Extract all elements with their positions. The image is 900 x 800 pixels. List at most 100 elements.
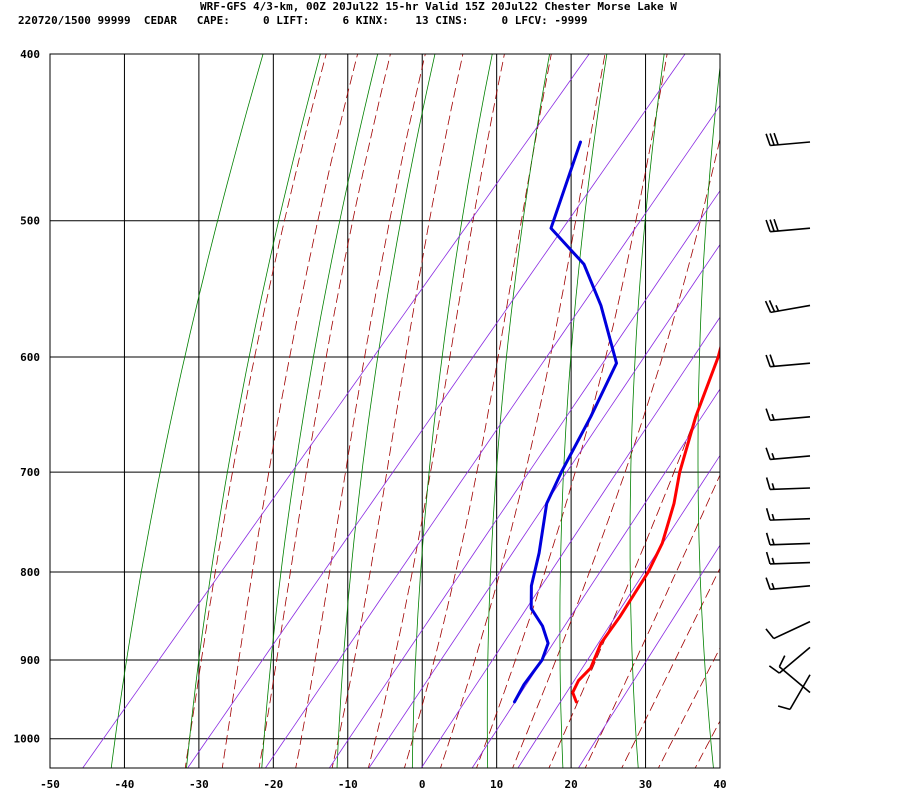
wind-barb-feather: [778, 655, 786, 668]
wind-barb-feather: [777, 705, 791, 711]
wind-barbs: [764, 132, 811, 711]
dry-adiabat-line: [336, 54, 436, 768]
x-tick-label: 10: [490, 778, 503, 791]
mixing-ratio-line: [368, 243, 720, 768]
wind-barb-feather: [765, 551, 771, 565]
mixing-ratio-line: [187, 54, 686, 768]
moist-adiabat-line: [331, 54, 464, 768]
wind-barb: [777, 674, 811, 711]
wind-barb-feather: [765, 133, 771, 146]
wind-barb-staff: [769, 561, 811, 565]
wind-barb: [765, 354, 811, 368]
dry-adiabats: [110, 35, 900, 782]
wind-barb: [768, 646, 811, 674]
y-tick-label: 600: [20, 351, 40, 364]
moist-adiabat-line: [184, 54, 327, 768]
wind-barb-staff: [769, 517, 811, 521]
isotherm-isobar-grid: [50, 54, 720, 768]
wind-barb-feather: [764, 300, 772, 313]
mixing-ratio-line: [517, 454, 720, 768]
wind-barb-feather: [768, 300, 776, 313]
sounding-profiles: [513, 140, 720, 704]
temperature-profile: [571, 344, 720, 704]
dry-adiabat-line: [889, 35, 900, 782]
dry-adiabat-line: [559, 54, 608, 768]
dry-adiabat-line: [629, 54, 665, 768]
wind-barb: [765, 447, 811, 461]
moist-adiabat-line: [440, 54, 606, 768]
moist-adiabat-line: [584, 473, 720, 768]
x-tick-label: 0: [419, 778, 426, 791]
moist-adiabat-line: [723, 25, 900, 785]
wind-barb-staff: [770, 141, 811, 147]
x-tick-label: -10: [338, 778, 358, 791]
y-tick-label: 900: [20, 654, 40, 667]
sounding-indices: 220720/1500 99999 CEDAR CAPE: 0 LIFT: 6 …: [18, 14, 588, 27]
mixing-ratio-line: [471, 388, 720, 768]
wind-barb-staff: [770, 455, 811, 461]
wind-barb-staff: [773, 620, 811, 640]
y-tick-label: 400: [20, 48, 40, 61]
moist-adiabat-line: [221, 54, 359, 768]
wind-barb: [765, 551, 811, 565]
dry-adiabat-line: [764, 35, 791, 782]
moist-adiabat-line: [657, 647, 720, 768]
moist-adiabat-line: [403, 54, 552, 768]
wind-barb-staff: [770, 227, 811, 233]
wind-barb-feather: [765, 447, 771, 460]
wind-barb-feather: [765, 628, 775, 640]
wind-barb-feather: [765, 354, 771, 367]
wind-barb-half-feather: [771, 538, 775, 545]
x-tick-label: -30: [189, 778, 209, 791]
wind-barb-feather: [769, 219, 775, 232]
wind-barb-feather: [765, 219, 771, 232]
dry-adiabat-line: [828, 35, 867, 782]
x-tick-label: 40: [713, 778, 726, 791]
dry-adiabat-line: [411, 54, 493, 768]
wind-barb-feather: [765, 532, 771, 546]
wind-barb: [778, 655, 811, 694]
wind-barb: [765, 508, 811, 521]
moist-adiabat-line: [694, 720, 720, 768]
wind-barb-staff: [778, 666, 811, 694]
y-tick-label: 700: [20, 466, 40, 479]
wind-barb-feather: [769, 354, 775, 367]
chart-title: WRF-GFS 4/3-km, 00Z 20Jul22 15-hr Valid …: [200, 0, 677, 13]
mixing-ratio-line: [420, 316, 720, 768]
wind-barb-feather: [765, 477, 771, 490]
plot-frame: [49, 53, 721, 769]
dry-adiabat-line: [261, 54, 379, 768]
y-tick-label: 1000: [14, 733, 41, 746]
moist-adiabat-line: [258, 54, 391, 768]
wind-barb: [765, 477, 811, 491]
moist-adiabat-line: [295, 54, 426, 768]
wind-barb-half-feather: [775, 305, 780, 312]
y-tick-labels: 400 500 600 700 800 900 1000: [14, 48, 41, 746]
wind-barb-feather: [769, 133, 775, 146]
x-tick-label: -40: [115, 778, 135, 791]
wind-barb-staff: [770, 304, 811, 314]
x-tick-label: -20: [263, 778, 283, 791]
dewpoint-profile: [513, 140, 618, 704]
wind-barb-feather: [765, 508, 771, 521]
wind-barb-staff: [769, 542, 811, 546]
wind-barb-staff: [789, 674, 811, 710]
dry-adiabat-line: [110, 54, 264, 768]
x-tick-label: 20: [564, 778, 577, 791]
moist-adiabats: [184, 25, 900, 785]
wind-barb: [765, 219, 811, 233]
mixing-ratio-line: [82, 54, 590, 768]
wind-barb-feather: [765, 577, 771, 590]
wind-barb-staff: [769, 487, 811, 491]
wind-barb-half-feather: [771, 413, 775, 421]
moist-adiabat-line: [621, 567, 720, 768]
wind-barb: [765, 577, 811, 591]
mixing-ratio-line: [577, 544, 720, 768]
wind-barb-feather: [765, 408, 771, 421]
dry-adiabat-line: [186, 54, 321, 768]
x-tick-label: 30: [639, 778, 652, 791]
wind-barb-half-feather: [771, 483, 775, 490]
moist-adiabat-line: [476, 54, 668, 768]
wind-barb: [765, 408, 811, 422]
moist-adiabat-line: [367, 54, 505, 768]
